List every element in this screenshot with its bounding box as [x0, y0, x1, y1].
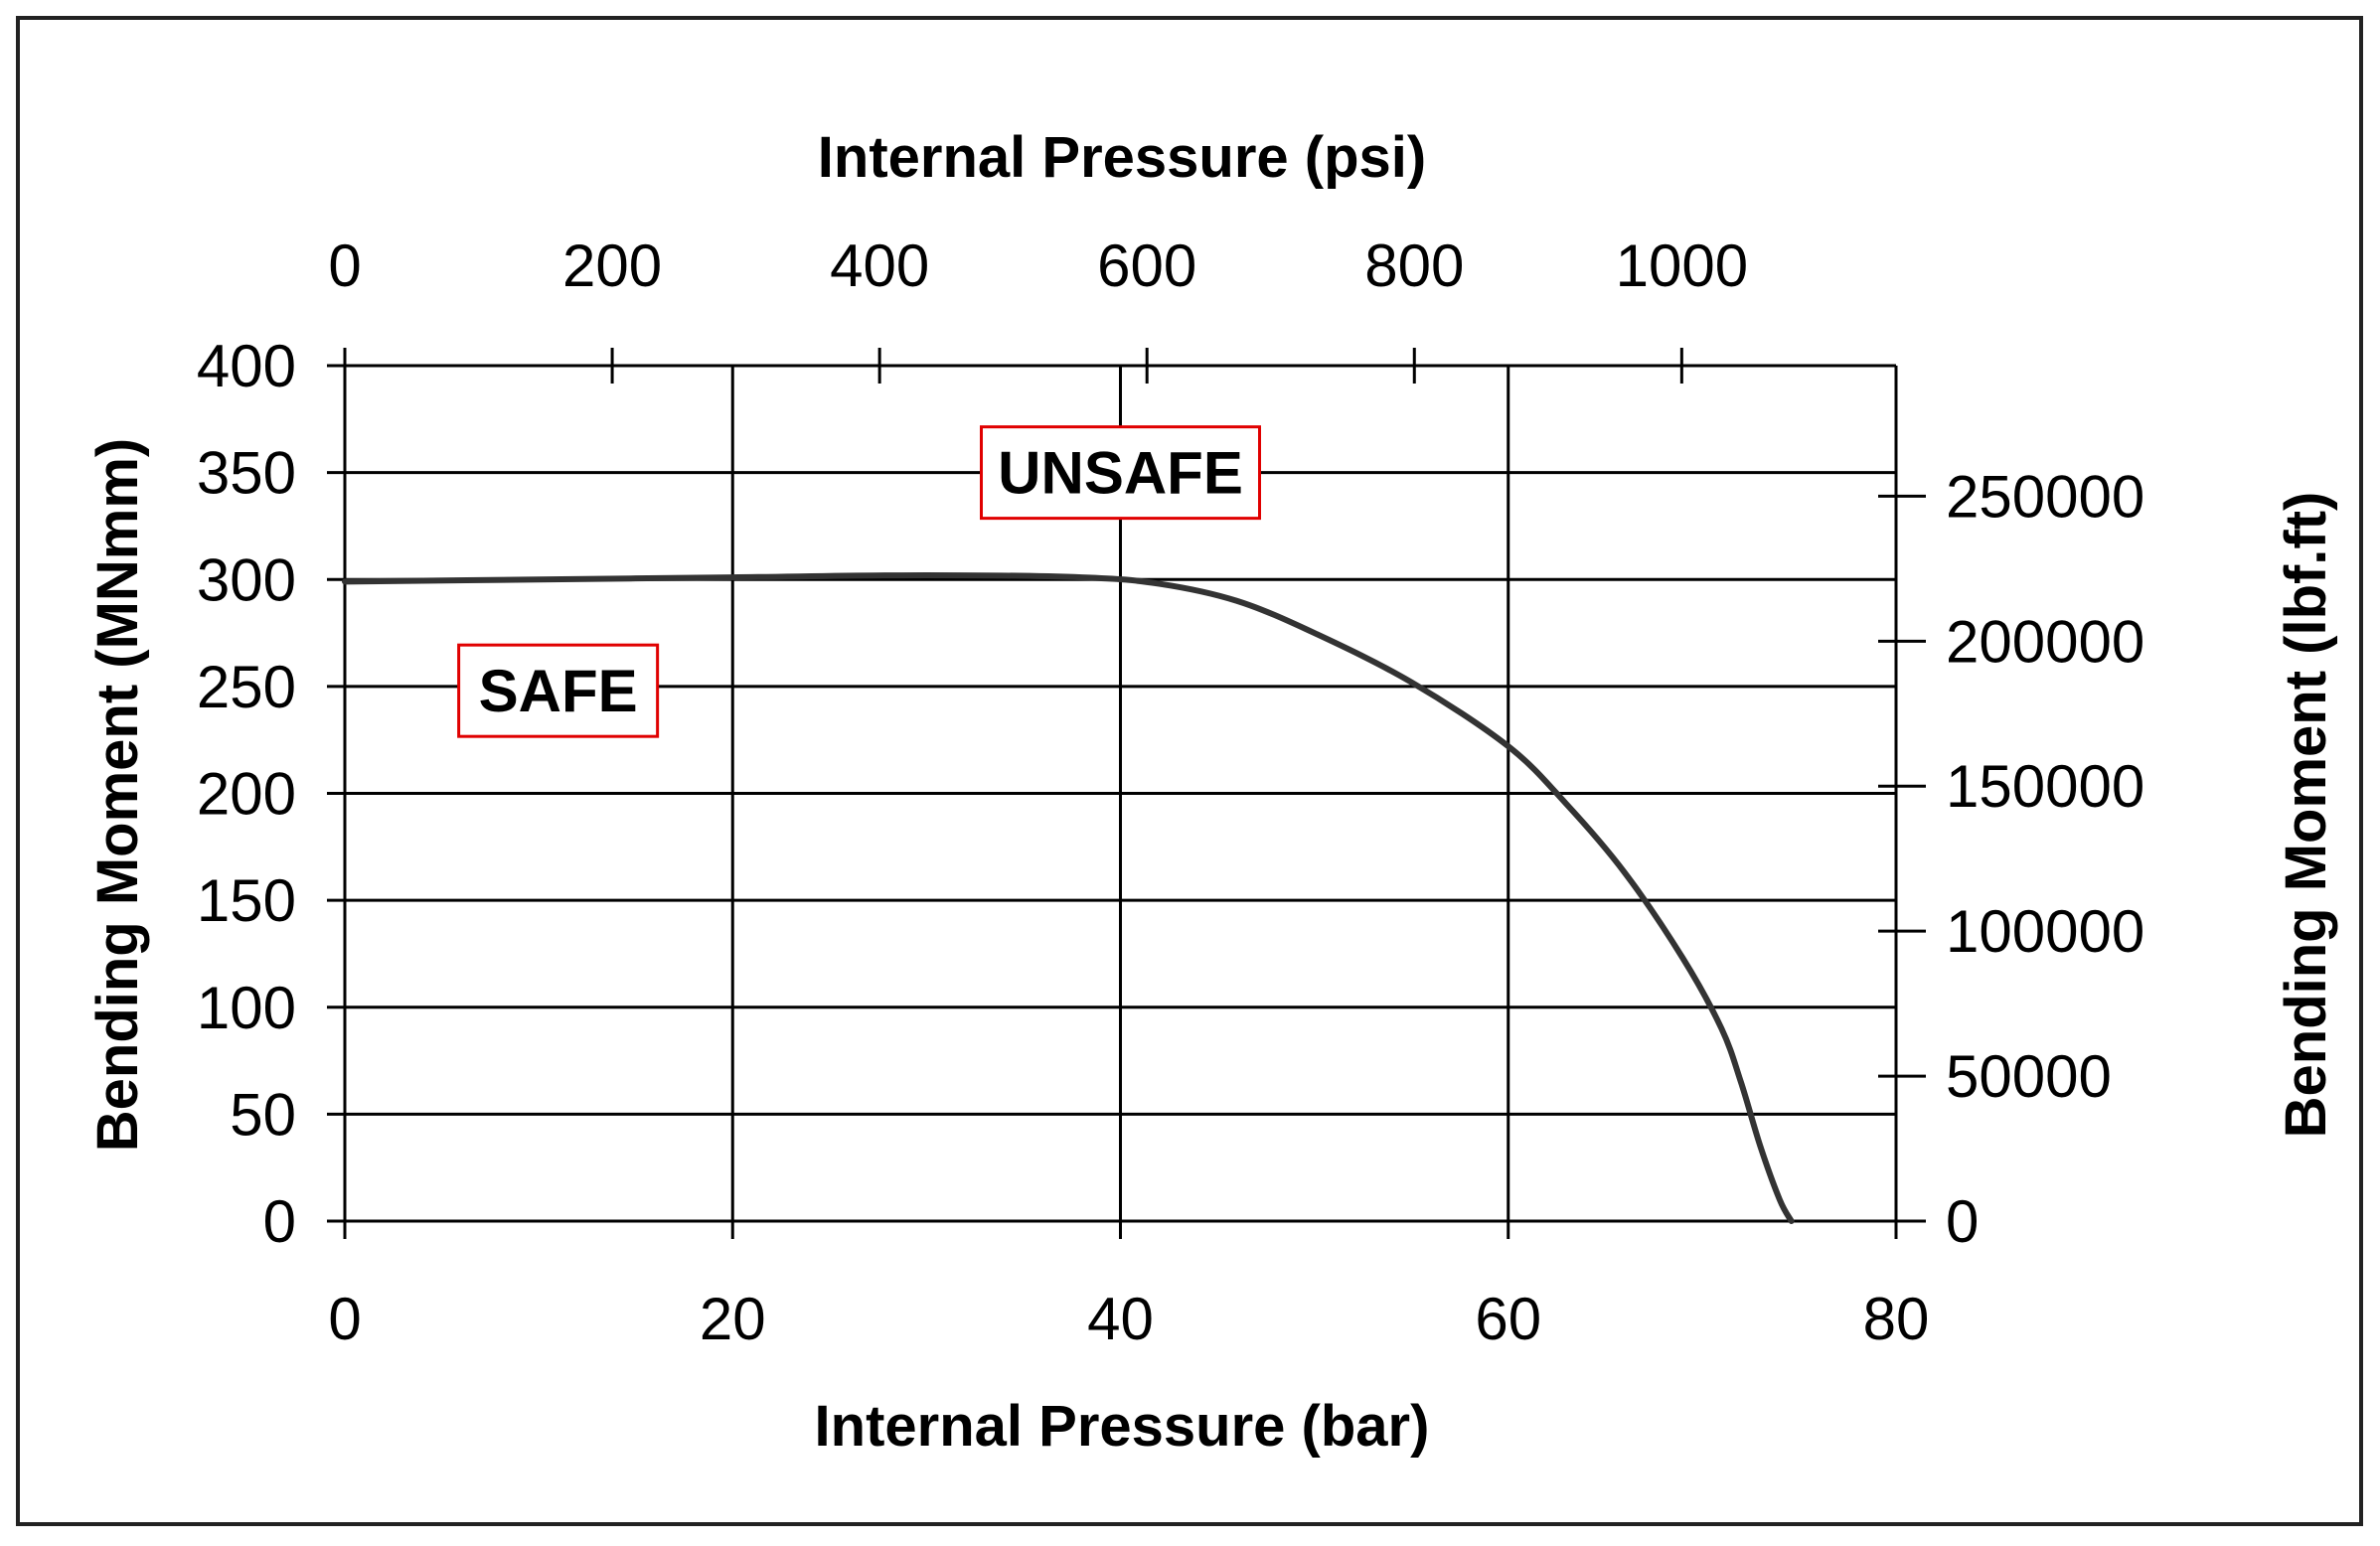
y-tick-label-200: 200	[197, 761, 296, 828]
y-tick-label-300: 300	[197, 546, 296, 613]
x-tick-label-80: 80	[1863, 1286, 1930, 1352]
x-tick-label-0: 0	[328, 1286, 361, 1352]
y2-tick-label-250000: 250000	[1946, 463, 2144, 530]
annotation-label-1: SAFE	[479, 658, 638, 724]
annotation-unsafe: UNSAFE	[980, 425, 1261, 521]
y2-tick-label-100000: 100000	[1946, 898, 2144, 965]
y2-tick-label-0: 0	[1946, 1188, 1979, 1255]
axis-titles: Internal Pressure (bar) Internal Pressur…	[85, 125, 2338, 1459]
annotations: UNSAFE SAFE	[457, 425, 1261, 738]
y2-tick-label-200000: 200000	[1946, 608, 2144, 675]
y2-tick-label-50000: 50000	[1946, 1043, 2112, 1110]
annotation-box-1	[457, 643, 660, 738]
annotation-box-0	[980, 425, 1261, 521]
axes	[327, 348, 1926, 1239]
y-tick-label-150: 150	[197, 867, 296, 934]
x2-tick-label-800: 800	[1364, 232, 1464, 299]
x2-tick-label-1000: 1000	[1616, 232, 1748, 299]
outer-frame	[16, 16, 2363, 1526]
annotation-safe: SAFE	[457, 643, 660, 738]
series	[342, 571, 1795, 1224]
x2-tick-label-200: 200	[562, 232, 662, 299]
x-axis-title: Internal Pressure (bar)	[815, 1394, 1430, 1459]
x-tick-label-60: 60	[1475, 1286, 1541, 1352]
annotation-label-0: UNSAFE	[998, 440, 1243, 507]
x2-axis-title: Internal Pressure (psi)	[818, 125, 1426, 190]
x2-tick-label-400: 400	[830, 232, 929, 299]
x2-tick-label-0: 0	[328, 232, 361, 299]
y-tick-label-400: 400	[197, 333, 296, 399]
y-tick-label-100: 100	[197, 975, 296, 1041]
x2-tick-label-600: 600	[1097, 232, 1196, 299]
y-axis-title: Bending Moment (MNmm)	[85, 438, 150, 1153]
y-tick-label-0: 0	[263, 1188, 296, 1255]
y2-axis-title: Bending Moment (lbf.ft)	[2274, 492, 2338, 1139]
y2-tick-label-150000: 150000	[1946, 753, 2144, 820]
y-tick-label-250: 250	[197, 654, 296, 720]
series-line-0	[342, 571, 1795, 1224]
y-tick-label-350: 350	[197, 440, 296, 507]
y-tick-label-50: 50	[230, 1081, 296, 1148]
x-tick-label-20: 20	[700, 1286, 766, 1352]
x-tick-label-40: 40	[1087, 1286, 1154, 1352]
